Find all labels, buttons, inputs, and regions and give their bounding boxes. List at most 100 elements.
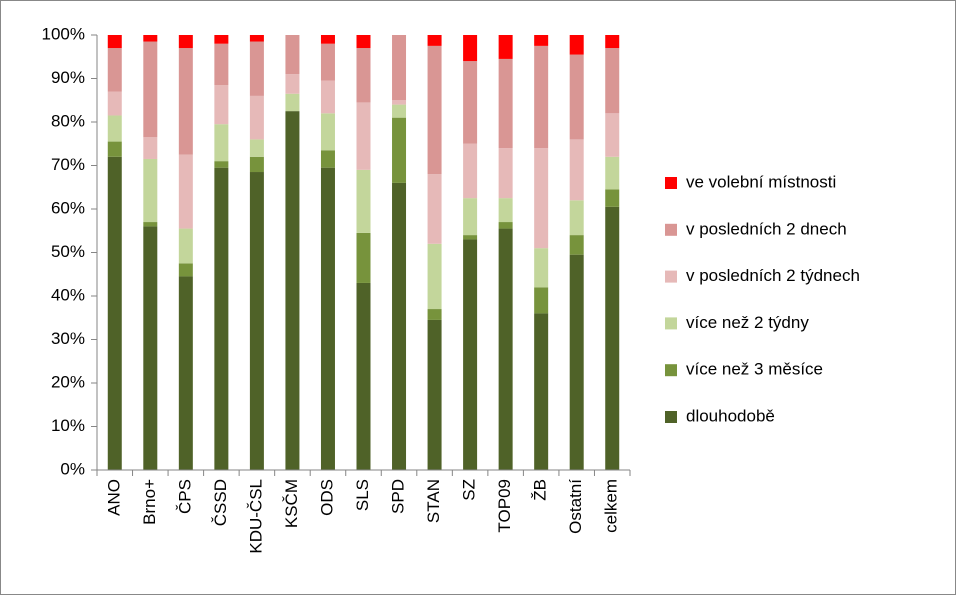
bar-segment <box>605 48 620 114</box>
bar-segment <box>463 61 478 144</box>
bar-segment <box>427 174 442 244</box>
bar-segment <box>569 139 584 201</box>
bar-segment <box>605 156 620 190</box>
bar-segment <box>107 35 122 49</box>
bar-segment <box>392 182 407 470</box>
bar-segment <box>427 243 442 310</box>
bar-segment <box>249 95 264 140</box>
bar-segment <box>392 100 407 105</box>
bar-segment <box>463 35 478 62</box>
x-tick-label: Brno+ <box>140 479 159 525</box>
bar-segment <box>463 198 478 236</box>
bar-segment <box>143 41 158 138</box>
y-tick-label: 70% <box>51 155 85 174</box>
bar-segment <box>249 41 264 96</box>
bar-segment <box>143 226 158 470</box>
bar-segment <box>178 154 193 229</box>
bar-segment <box>498 148 513 199</box>
bar-segment <box>143 222 158 227</box>
bar-segment <box>320 167 335 471</box>
legend-label: dlouhodobě <box>686 406 775 425</box>
x-tick-label: ČPS <box>175 479 194 514</box>
x-tick-label: STAN <box>424 479 443 523</box>
bar-segment <box>320 35 335 44</box>
bar-segment <box>214 43 229 86</box>
bar-segment <box>356 35 371 49</box>
bar-segment <box>214 167 229 471</box>
bar-segment <box>214 85 229 125</box>
bar-segment <box>569 35 584 55</box>
bar-segment <box>356 48 371 103</box>
bar-segment <box>320 80 335 114</box>
bar-segment <box>498 228 513 470</box>
bar-segment <box>392 104 407 118</box>
bar-segment <box>534 313 549 470</box>
legend-label: více než 2 týdny <box>686 313 809 332</box>
bar-segment <box>463 143 478 199</box>
bar-segment <box>107 141 122 157</box>
bar-segment <box>498 198 513 223</box>
bar-segment <box>249 35 264 42</box>
bar-segment <box>534 148 549 249</box>
x-tick-label: SLS <box>353 479 372 511</box>
bar-segment <box>178 276 193 470</box>
bar-segment <box>178 263 193 277</box>
bar-segment <box>498 58 513 149</box>
bar-segment <box>534 287 549 314</box>
bar-segment <box>392 35 407 101</box>
bar-segment <box>107 91 122 116</box>
bar-segment <box>534 35 549 46</box>
bar-segment <box>463 235 478 240</box>
legend-swatch <box>665 411 677 423</box>
legend-label: více než 3 měsíce <box>686 360 823 379</box>
bar-segment <box>249 172 264 470</box>
bar-segment <box>392 117 407 183</box>
bar-segment <box>285 111 300 470</box>
y-tick-label: 20% <box>51 372 85 391</box>
legend-swatch <box>665 364 677 377</box>
x-tick-label: ŽB <box>531 479 550 501</box>
bar-segment <box>427 319 442 470</box>
bar-segment <box>214 161 229 168</box>
bar-segment <box>178 35 193 49</box>
legend-swatch <box>665 177 677 189</box>
bar-segment <box>463 239 478 470</box>
bar-segment <box>143 158 158 223</box>
bar-segment <box>569 235 584 255</box>
bar-segment <box>214 124 229 162</box>
x-tick-label: KDU-ČSL <box>246 479 265 554</box>
bar-segment <box>285 74 300 94</box>
legend-label: ve volební místnosti <box>686 172 836 191</box>
bar-segment <box>498 35 513 59</box>
bar-segment <box>356 232 371 283</box>
x-tick-label: ANO <box>104 479 123 516</box>
bar-segment <box>178 228 193 264</box>
bar-segment <box>605 189 620 207</box>
y-tick-label: 0% <box>60 459 85 478</box>
bar-segment <box>427 309 442 320</box>
x-tick-label: SZ <box>460 479 479 501</box>
y-tick-label: 40% <box>51 285 85 304</box>
bar-segment <box>356 169 371 233</box>
legend-label: v posledních 2 týdnech <box>686 266 860 285</box>
bar-segment <box>107 156 122 471</box>
x-tick-label: KSČM <box>282 479 301 528</box>
legend-swatch <box>665 223 677 236</box>
x-tick-label: TOP09 <box>495 479 514 533</box>
bar-segment <box>249 156 264 173</box>
x-tick-label: ODS <box>317 479 336 516</box>
bar-segment <box>320 150 335 168</box>
y-tick-label: 80% <box>51 111 85 130</box>
y-tick-label: 30% <box>51 329 85 348</box>
bar-segment <box>569 254 584 470</box>
bar-segment <box>427 35 442 46</box>
bar-segment <box>320 113 335 151</box>
bar-segment <box>427 45 442 175</box>
bar-segment <box>214 35 229 44</box>
bar-segment <box>534 45 549 149</box>
bar-segment <box>356 282 371 470</box>
bar-segment <box>249 139 264 157</box>
y-tick-label: 50% <box>51 242 85 261</box>
